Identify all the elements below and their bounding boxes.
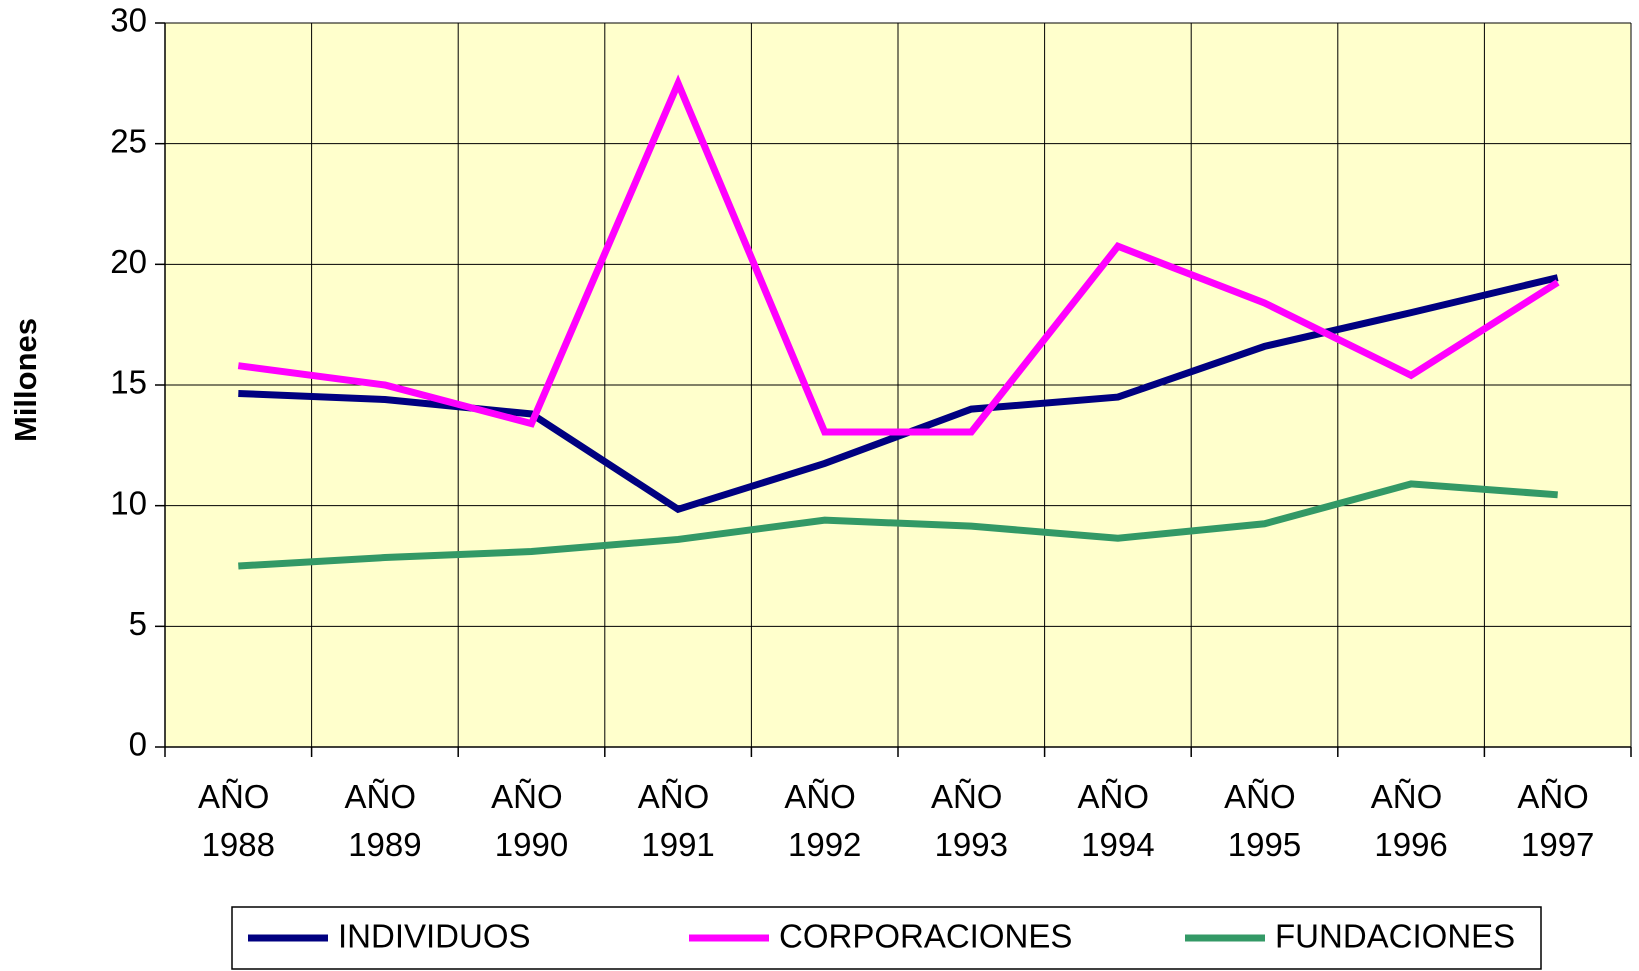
- series-line: [237, 74, 1560, 436]
- x-tick-label: AÑO 1993: [931, 778, 1012, 863]
- y-tick-label: 10: [110, 484, 147, 521]
- y-tick-label: 15: [110, 364, 147, 401]
- legend-box: [231, 906, 1542, 970]
- x-tick-label: AÑO 1996: [1371, 778, 1452, 863]
- legend-label: INDIVIDUOS: [338, 918, 531, 955]
- y-tick-label: 25: [110, 122, 147, 159]
- x-tick-label: AÑO 1989: [345, 778, 426, 863]
- x-tick-label: AÑO 1988: [198, 778, 279, 863]
- x-tick-label: AÑO 1997: [1517, 778, 1598, 863]
- series-line: [238, 480, 1558, 570]
- y-tick-label: 5: [129, 605, 147, 642]
- y-axis-title: Millones: [8, 318, 43, 442]
- x-tick-label: AÑO 1992: [784, 778, 865, 863]
- x-tick-label: AÑO 1994: [1078, 778, 1159, 863]
- y-tick-label: 0: [129, 726, 147, 763]
- legend-label: CORPORACIONES: [779, 918, 1072, 955]
- x-tick-label: AÑO 1995: [1224, 778, 1305, 863]
- x-tick-label: AÑO 1991: [638, 778, 719, 863]
- y-tick-label: 20: [110, 243, 147, 280]
- y-tick-label: 30: [110, 2, 147, 39]
- legend-label: FUNDACIONES: [1275, 918, 1515, 955]
- x-tick-label: AÑO 1990: [491, 778, 572, 863]
